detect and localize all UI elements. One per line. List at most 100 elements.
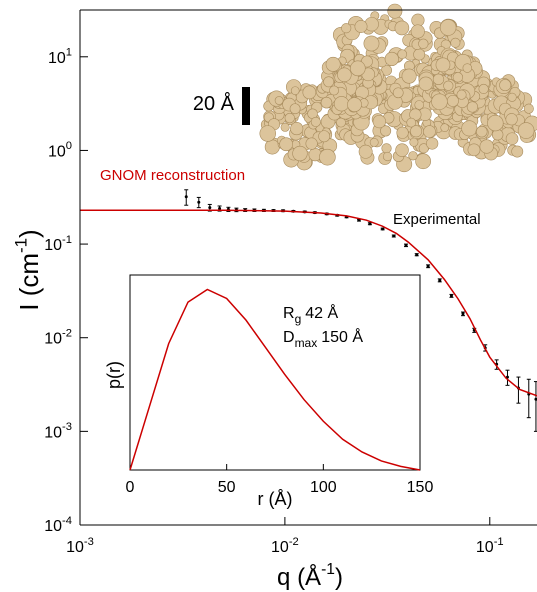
atom bbox=[413, 48, 426, 61]
atom bbox=[408, 151, 418, 161]
y-tick-label-exp: -3 bbox=[62, 421, 72, 433]
annotation-symbol: D bbox=[283, 329, 295, 346]
atom bbox=[341, 23, 352, 34]
atom bbox=[446, 94, 459, 107]
y-tick-label-exp: -2 bbox=[62, 328, 72, 340]
legend-label: GNOM reconstruction bbox=[100, 167, 245, 184]
y-tick-label-base: 10 bbox=[44, 424, 62, 441]
atom bbox=[319, 148, 336, 166]
data-point bbox=[415, 253, 419, 257]
axis-label-suffix: ) bbox=[335, 564, 343, 591]
y-tick-label-exp: 0 bbox=[66, 140, 72, 152]
y-tick-label: 10-4 bbox=[44, 515, 72, 535]
data-point bbox=[449, 294, 453, 298]
pr-line bbox=[129, 288, 421, 471]
atom bbox=[410, 125, 423, 138]
atom bbox=[347, 97, 362, 112]
atom bbox=[461, 120, 478, 137]
atom bbox=[499, 79, 512, 92]
atom bbox=[395, 143, 409, 157]
y-tick-label-base: 10 bbox=[48, 143, 66, 160]
atom bbox=[259, 125, 276, 142]
x-tick-label: 10-3 bbox=[66, 536, 94, 556]
atom bbox=[507, 92, 517, 102]
axis-label-exp: -1 bbox=[321, 561, 335, 578]
y-tick-label: 10-1 bbox=[44, 234, 72, 254]
annotation-subscript: max bbox=[295, 336, 318, 350]
atom bbox=[354, 20, 368, 33]
atom bbox=[431, 93, 448, 110]
y-tick-label: 10-2 bbox=[44, 328, 72, 348]
atom bbox=[329, 85, 339, 96]
axis-label: q (Å-1) bbox=[277, 561, 343, 591]
atom bbox=[423, 125, 436, 138]
atom bbox=[406, 117, 417, 128]
atom bbox=[505, 132, 519, 146]
atom bbox=[318, 130, 331, 143]
atom bbox=[369, 137, 379, 147]
inset-x-tick-label: 150 bbox=[407, 479, 434, 496]
atom bbox=[358, 144, 373, 159]
atom bbox=[487, 114, 504, 132]
atom bbox=[415, 153, 431, 170]
y-tick-label-exp: 1 bbox=[66, 47, 72, 59]
atom bbox=[384, 51, 399, 67]
atom bbox=[302, 85, 317, 100]
x-tick-label-exp: -1 bbox=[494, 536, 504, 548]
atom bbox=[289, 103, 301, 115]
axis-label-suffix: ) bbox=[14, 229, 44, 238]
atom bbox=[443, 80, 454, 91]
atom bbox=[440, 123, 450, 133]
inset-y-label: p(r) bbox=[104, 361, 124, 389]
y-tick-label-exp: -1 bbox=[62, 234, 72, 246]
legend-label: Experimental bbox=[393, 211, 481, 228]
atom bbox=[320, 96, 333, 109]
axis-label-exp: -1 bbox=[11, 238, 30, 253]
atom bbox=[435, 57, 451, 73]
atom bbox=[478, 83, 489, 95]
scale-bar bbox=[242, 87, 250, 125]
axis-label: I (cm-1) bbox=[11, 229, 44, 310]
atom bbox=[450, 37, 461, 48]
inset-annotation: Rg 42 Å bbox=[283, 303, 338, 326]
atom bbox=[292, 145, 308, 162]
x-tick-label-exp: -2 bbox=[289, 536, 299, 548]
atom bbox=[381, 143, 392, 154]
y-tick-label: 100 bbox=[48, 140, 72, 160]
y-tick-label: 101 bbox=[48, 47, 72, 67]
protein-structure bbox=[259, 3, 537, 173]
x-tick-label: 10-1 bbox=[476, 536, 504, 556]
atom bbox=[426, 137, 439, 150]
atom bbox=[409, 137, 419, 147]
atom bbox=[479, 139, 494, 154]
atom bbox=[396, 126, 409, 139]
annotation-text: 42 Å bbox=[305, 303, 338, 322]
atom bbox=[310, 116, 321, 127]
inset-x-tick-label: 0 bbox=[126, 479, 135, 496]
atom bbox=[290, 86, 300, 96]
atom bbox=[305, 137, 318, 150]
atom bbox=[401, 68, 417, 84]
axis-label-text: I (cm bbox=[14, 253, 44, 311]
x-tick-label-base: 10 bbox=[66, 539, 84, 556]
atom bbox=[414, 100, 424, 110]
atom bbox=[392, 87, 404, 99]
inset-annotation: Dmax 150 Å bbox=[283, 327, 363, 350]
data-point bbox=[392, 234, 396, 238]
axis-label-text: q (Å bbox=[277, 563, 321, 591]
fit-line bbox=[80, 209, 537, 397]
y-tick-label-base: 10 bbox=[44, 331, 62, 348]
atom bbox=[387, 3, 403, 19]
annotation-symbol: R bbox=[283, 305, 295, 322]
data-point bbox=[426, 264, 430, 268]
x-tick-label: 10-2 bbox=[271, 536, 299, 556]
atom bbox=[476, 125, 488, 138]
x-tick-label-base: 10 bbox=[271, 539, 289, 556]
data-point bbox=[184, 195, 188, 199]
inset-x-label: r (Å) bbox=[258, 489, 293, 509]
inset-frame bbox=[129, 274, 421, 471]
atom bbox=[284, 112, 295, 124]
atom bbox=[456, 89, 467, 100]
data-point bbox=[218, 206, 222, 210]
